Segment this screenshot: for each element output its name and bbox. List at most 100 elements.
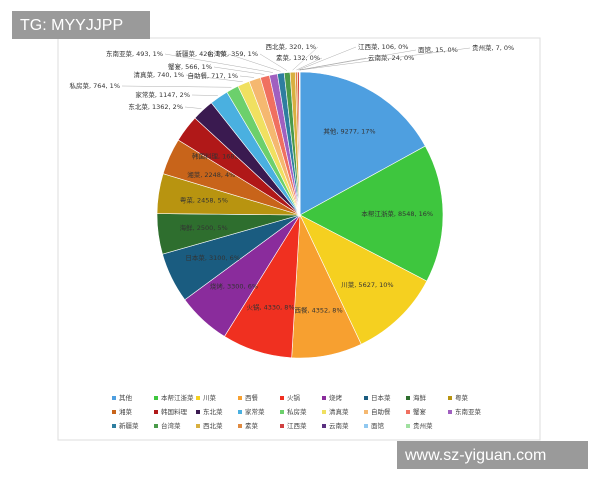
legend-label: 贵州菜 (413, 421, 433, 430)
data-label: 日本菜, 3100, 6% (185, 253, 240, 262)
legend-swatch (196, 396, 200, 400)
legend-swatch (196, 410, 200, 414)
leader-line (292, 46, 319, 71)
legend-label: 东北菜 (203, 407, 223, 416)
legend-swatch (406, 410, 410, 414)
leader-line (213, 66, 265, 75)
legend-label: 私房菜 (287, 407, 307, 416)
legend-swatch (154, 396, 158, 400)
legend-swatch (322, 396, 326, 400)
data-label: 东北菜, 1362, 2% (128, 102, 183, 111)
legend-label: 烧烤 (329, 393, 343, 402)
data-label: 贵州菜, 7, 0% (472, 43, 514, 52)
legend-swatch (406, 396, 410, 400)
leader-line (296, 57, 323, 71)
legend-swatch (280, 424, 284, 428)
legend-swatch (238, 424, 242, 428)
legend-label: 东南亚菜 (455, 407, 482, 416)
data-label: 台湾菜, 359, 1% (208, 49, 258, 58)
data-label: 烧烤, 3300, 6% (210, 281, 258, 290)
legend-swatch (280, 410, 284, 414)
data-label: 云南菜, 24, 0% (368, 53, 414, 62)
pie-slice (299, 145, 444, 282)
leader-line (298, 46, 357, 71)
data-label: 其他, 9277, 17% (323, 126, 375, 135)
data-label: 韩国料理, 1682, 3% (192, 151, 253, 160)
leader-line (299, 49, 417, 71)
legend-swatch (448, 410, 452, 414)
leader-line (185, 74, 243, 82)
leader-line (299, 47, 471, 71)
legend-label: 湘菜 (119, 407, 133, 416)
legend-label: 家常菜 (245, 407, 265, 416)
leader-line (259, 53, 288, 71)
legend-swatch (406, 424, 410, 428)
legend-label: 新疆菜 (119, 421, 139, 430)
data-label: 本帮江浙菜, 8548, 16% (361, 209, 433, 218)
data-label: 粤菜, 2458, 5% (180, 195, 228, 204)
legend-label: 海鲜 (413, 393, 427, 402)
leader-line (239, 75, 255, 78)
leader-line (184, 106, 202, 109)
legend-swatch (196, 424, 200, 428)
legend-swatch (112, 396, 116, 400)
legend-swatch (322, 410, 326, 414)
legend-label: 日本菜 (371, 393, 391, 402)
legend-swatch (112, 410, 116, 414)
data-label: 西北菜, 320, 1% (266, 42, 316, 51)
legend-swatch (364, 424, 368, 428)
legend-label: 韩国料理 (161, 407, 188, 416)
data-label: 火锅, 4330, 8% (247, 303, 295, 312)
legend-swatch (154, 424, 158, 428)
data-label: 面馆, 15, 0% (418, 45, 458, 54)
data-label: 蟹宴, 566, 1% (168, 62, 212, 71)
data-label: 川菜, 5627, 10% (341, 280, 393, 289)
data-label: 湘菜, 2248, 4% (187, 170, 235, 179)
data-label: 家常菜, 1147, 2% (135, 90, 190, 99)
leader-line (191, 94, 218, 96)
data-label: 私房菜, 764, 1% (70, 81, 120, 90)
legend-label: 清真菜 (329, 407, 349, 416)
legend-swatch (448, 396, 452, 400)
legend-swatch (238, 410, 242, 414)
watermark: www.sz-yiguan.com (404, 447, 546, 464)
legend-swatch (280, 396, 284, 400)
legend-swatch (364, 396, 368, 400)
legend-label: 自助餐 (371, 407, 391, 416)
legend-label: 本帮江浙菜 (161, 393, 194, 402)
data-label: 新疆菜, 420, 1% (176, 49, 226, 58)
data-label: 西餐, 4352, 8% (295, 305, 343, 314)
legend-label: 台湾菜 (161, 421, 181, 430)
pie-slice (299, 214, 428, 345)
leader-line (164, 53, 273, 73)
watermark-box (397, 441, 588, 469)
legend-label: 西餐 (245, 393, 259, 402)
legend-label: 蟹宴 (413, 407, 427, 416)
legend-label: 粤菜 (455, 393, 469, 402)
legend-swatch (364, 410, 368, 414)
legend-label: 其他 (119, 393, 133, 402)
legend-label: 西北菜 (203, 421, 223, 430)
legend-label: 云南菜 (329, 421, 349, 430)
data-label: 东南亚菜, 493, 1% (106, 49, 163, 58)
legend-label: 川菜 (203, 393, 217, 402)
legend-label: 火锅 (287, 393, 301, 402)
watermark-box (12, 11, 150, 39)
legend-swatch (322, 424, 326, 428)
watermark: TG: MYYJJPP (20, 17, 123, 34)
data-label: 江西菜, 106, 0% (358, 42, 408, 51)
legend-label: 素菜 (245, 421, 259, 430)
data-label: 自助餐, 717, 1% (188, 71, 238, 80)
pie-slice (299, 71, 426, 216)
legend-swatch (112, 424, 116, 428)
legend-swatch (154, 410, 158, 414)
leader-line (227, 53, 281, 72)
data-label: 海鲜, 2500, 5% (180, 223, 228, 232)
data-label: 素菜, 132, 0% (276, 53, 320, 62)
legend-label: 江西菜 (287, 421, 307, 430)
legend-label: 面馆 (371, 421, 385, 430)
legend-swatch (238, 396, 242, 400)
leader-line (121, 85, 232, 88)
